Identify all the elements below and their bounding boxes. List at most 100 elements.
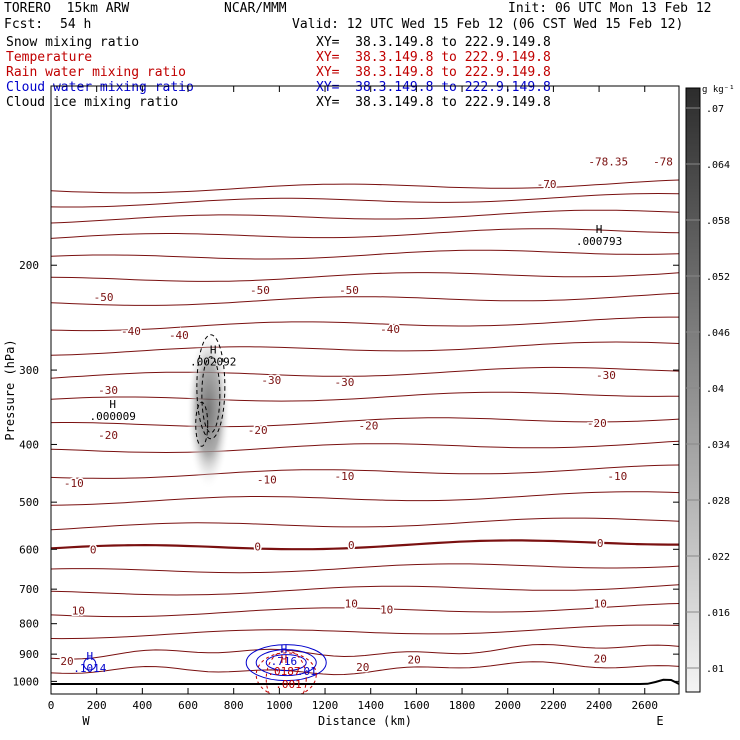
y-tick-label: 600	[19, 543, 39, 556]
colorbar-scale	[685, 87, 701, 693]
init-time: Init: 06 UTC Mon 13 Feb 12	[508, 1, 712, 16]
field-name-1: Temperature	[6, 50, 93, 65]
contour-label: -20	[358, 420, 378, 433]
contour-label: -20	[98, 429, 118, 442]
isotherm-line	[51, 563, 679, 574]
x-tick-label: 2200	[540, 699, 567, 712]
isotherm-line	[51, 341, 679, 356]
field-xy-4: XY= 38.3.149.8 to 222.9.149.8	[316, 95, 551, 110]
cloud-water-contour	[255, 649, 317, 677]
colorbar-tick-label: .016	[706, 608, 730, 619]
x-tick-label: 800	[224, 699, 244, 712]
cloud-water-contour	[245, 644, 327, 682]
extremum-value: .000009	[89, 410, 135, 423]
contour-label: -30	[335, 376, 355, 389]
x-tick-label: 0	[48, 699, 55, 712]
cloud-water-contour	[83, 657, 97, 671]
contour-label: 20	[594, 653, 607, 666]
y-tick-label: 200	[19, 259, 39, 272]
y-tick-label: 400	[19, 438, 39, 451]
colorbar-unit: g kg⁻¹	[702, 85, 735, 95]
isotherm-line	[51, 603, 679, 618]
contour-label: -40	[169, 329, 189, 342]
cloud-ice-contour	[196, 334, 226, 440]
isotherm-line	[51, 209, 679, 224]
isotherm-line	[51, 366, 679, 379]
cloud-ice-contour	[201, 356, 221, 434]
colorbar-tick-label: .07	[706, 104, 724, 115]
x-end-label-east: E	[656, 714, 663, 728]
extremum-value: .0187	[267, 665, 300, 678]
isotherm-line	[51, 272, 679, 282]
y-axis-label: Pressure (hPa)	[3, 339, 17, 440]
x-tick-label: 1600	[403, 699, 430, 712]
colorbar: .01 .016 .022 .028 .034 .04 .046 .052 .058 .064 .0…	[685, 85, 735, 693]
colorbar-tick-label: .034	[706, 440, 730, 451]
contour-label: -50	[94, 291, 114, 304]
isotherm-line	[51, 539, 679, 551]
contour-label: -30	[596, 369, 616, 382]
contour-label: 20	[407, 653, 420, 666]
y-tick-label: 500	[19, 496, 39, 509]
terrain-line	[51, 678, 679, 685]
extremum-mark: H	[281, 643, 288, 656]
isotherm-line	[51, 179, 679, 194]
field-name-2: Rain water mixing ratio	[6, 65, 187, 80]
field-name-4: Cloud ice mixing ratio	[6, 95, 179, 110]
valid-time: Valid: 12 UTC Wed 15 Feb 12 (06 CST Wed …	[292, 17, 684, 32]
extremum-value: .01	[297, 665, 317, 678]
extremum-value: .716	[271, 655, 298, 668]
contour-label: 0	[348, 539, 355, 552]
colorbar-tick-label: .022	[706, 552, 730, 563]
colorbar-tick-label: .028	[706, 496, 730, 507]
field-xy-0: XY= 38.3.149.8 to 222.9.149.8	[316, 35, 551, 50]
colorbar-tick-label: .058	[706, 216, 730, 227]
organization-label: NCAR/MMM	[224, 1, 287, 16]
rain-water-contour	[255, 652, 317, 694]
contour-label: -40	[121, 325, 141, 338]
x-tick-label: 400	[132, 699, 152, 712]
contour-label: 20	[60, 655, 73, 668]
x-tick-label: 1400	[357, 699, 384, 712]
isotherm-line	[51, 661, 679, 676]
contour-label: -10	[607, 470, 627, 483]
colorbar-tick-label: .01	[706, 664, 724, 675]
contour-label: -10	[335, 470, 355, 483]
isotherm-line	[51, 643, 679, 660]
rain-water-contour	[265, 650, 307, 694]
contour-label: -30	[98, 384, 118, 397]
extremum-value: .1014	[73, 662, 106, 675]
contour-label: -10	[257, 473, 277, 486]
isotherm-line	[51, 464, 679, 479]
plot-frame	[50, 85, 680, 695]
contour-label: -30	[261, 374, 281, 387]
colorbar-tick-label: .052	[706, 272, 730, 283]
extremum-value: .002092	[190, 355, 236, 368]
x-tick-label: 1200	[312, 699, 339, 712]
isotherm-line	[51, 584, 679, 596]
extremum-mark: H	[596, 223, 603, 236]
isotherm-line	[51, 316, 679, 332]
forecast-hour: 54 h	[60, 17, 92, 32]
plot-area: -78.35 -78 -70 -50 -50 -50 -40 -40 -40 -30 -30 -30 -…	[51, 154, 679, 694]
field-xy-1: XY= 38.3.149.8 to 222.9.149.8	[316, 50, 551, 65]
isotherm-line	[51, 417, 679, 428]
contour-label: -50	[250, 284, 270, 297]
contour-label: -10	[64, 477, 84, 490]
cloud-water-contour	[265, 654, 307, 672]
extremum-mark: H	[281, 653, 288, 666]
contour-label: -78.35	[588, 156, 628, 169]
contour-label: -70	[537, 178, 557, 191]
field-xy-2: XY= 38.3.149.8 to 222.9.149.8	[316, 65, 551, 80]
x-tick-label: 200	[87, 699, 107, 712]
isotherm-line	[51, 391, 679, 402]
contour-label: -78	[653, 156, 673, 169]
contour-label: -20	[248, 424, 268, 437]
extremum-value: .000793	[576, 235, 622, 248]
extremum-mark: H	[109, 398, 116, 411]
contour-label: 10	[345, 598, 358, 611]
x-end-label-west: W	[82, 714, 90, 728]
colorbar-tick-label: .064	[706, 160, 730, 171]
isotherm-line	[51, 491, 679, 506]
